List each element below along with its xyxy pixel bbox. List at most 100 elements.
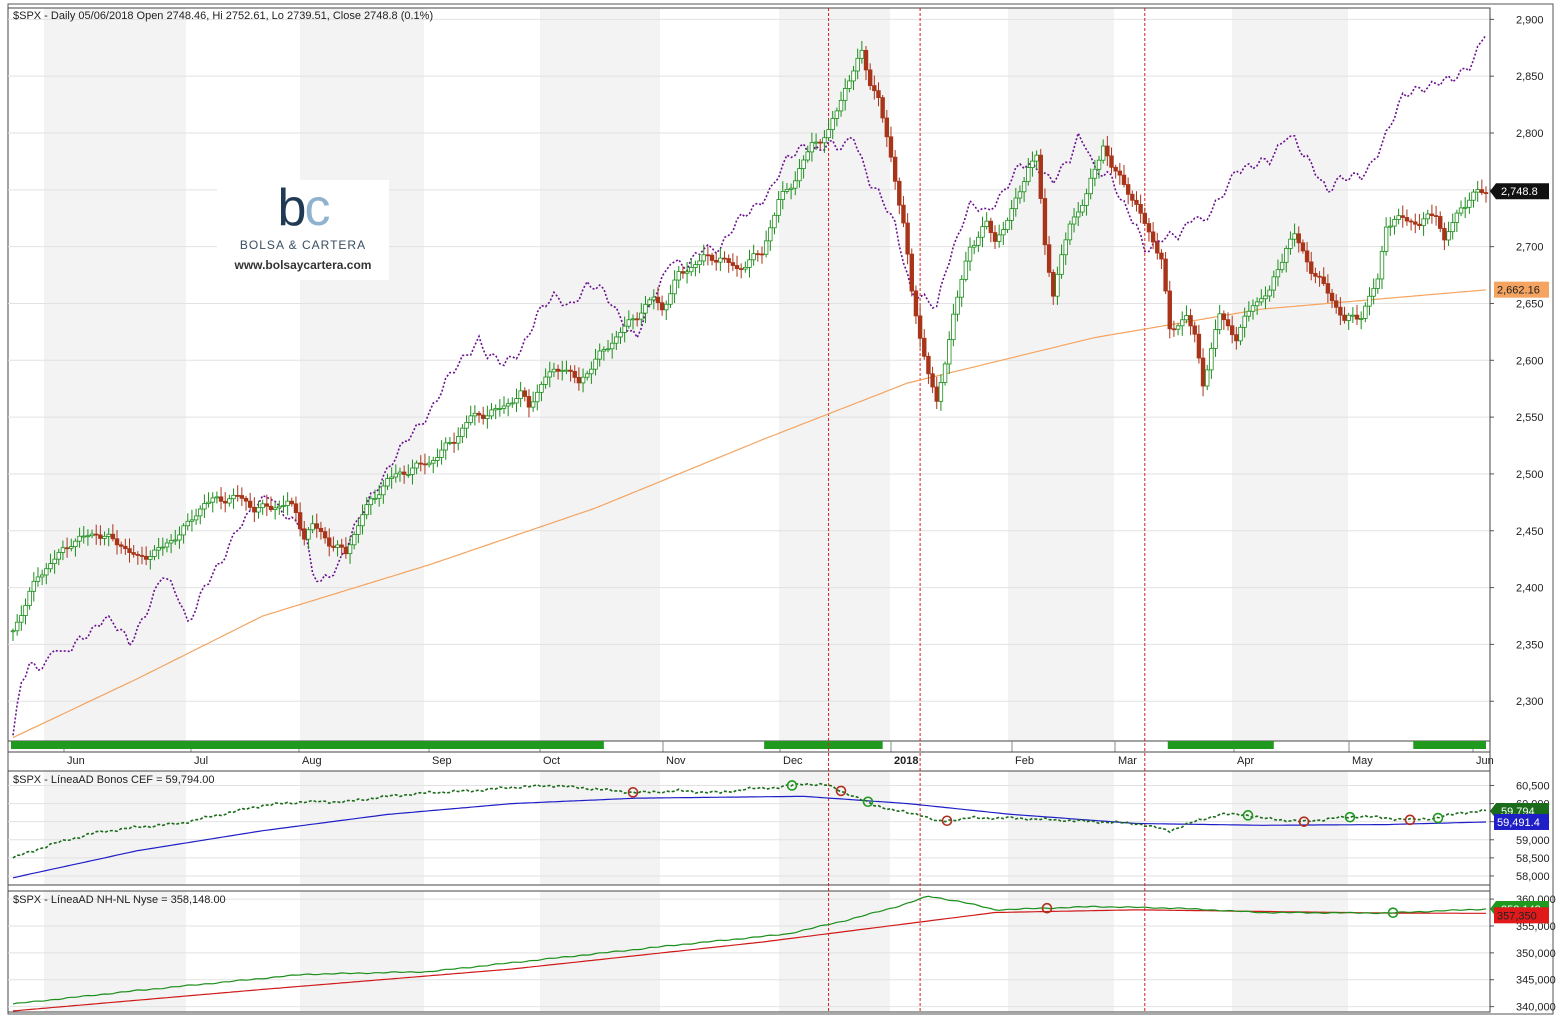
candle-body [264, 503, 270, 507]
crossover-marker [1242, 810, 1254, 821]
candle-body [1192, 325, 1197, 335]
candle-body [643, 303, 648, 314]
candle-body [1221, 313, 1227, 321]
candle-body [1300, 242, 1306, 252]
month-shade [779, 891, 890, 1012]
candle-body [551, 368, 557, 373]
candle-body [988, 220, 994, 233]
candle-body [930, 373, 935, 388]
candle-body [689, 266, 694, 273]
candle-body [651, 296, 656, 301]
candle-body [277, 505, 282, 509]
candle-body [822, 137, 827, 144]
month-shade [44, 8, 186, 741]
candle-body [443, 442, 448, 451]
month-shade [1008, 891, 1114, 1012]
price-axis-tick-label: 2,600 [1516, 355, 1544, 367]
candle-body [539, 383, 544, 393]
candle-body [880, 97, 885, 119]
candle-body [1450, 222, 1455, 233]
candle-body [1338, 306, 1343, 316]
candle-body [439, 449, 444, 458]
nhnl-panel-title: $SPX - LíneaAD NH-NL Nyse = 358,148.00 [13, 894, 226, 906]
candle-body [1213, 329, 1218, 349]
candle-body [202, 503, 207, 510]
candle-body [614, 336, 619, 344]
month-shade [1232, 891, 1348, 1012]
nhnl-ma-tag [1494, 907, 1549, 924]
candle-body [1051, 271, 1056, 297]
candle-body [609, 342, 615, 350]
price-axis-tick-label: 2,850 [1516, 71, 1544, 83]
candle-body [1109, 155, 1114, 168]
candle-body [451, 442, 457, 444]
candle-body [1425, 213, 1430, 220]
candle-body [884, 117, 890, 138]
candle-body [664, 303, 669, 311]
candle-body [318, 527, 324, 533]
candle-body [1421, 218, 1426, 227]
candle-body [1001, 229, 1006, 236]
candle-body [780, 191, 785, 200]
candle-body [1475, 189, 1480, 193]
candle-body [1346, 314, 1351, 321]
candle-body [497, 407, 503, 410]
candle-body [1142, 212, 1147, 224]
candle-body [922, 337, 927, 357]
candle-body [464, 421, 469, 429]
ma-price-label: 2,662.16 [1497, 285, 1540, 297]
month-label: Feb [1015, 755, 1034, 767]
candle-body [56, 551, 61, 560]
candle-body [1413, 221, 1418, 225]
month-shade [1232, 8, 1348, 741]
candle-body [185, 520, 190, 527]
candle-body [709, 254, 715, 261]
month-shade [779, 8, 890, 741]
candle-body [218, 496, 224, 502]
candle-body [314, 523, 319, 529]
nhnl-axis-tick-label: 345,000 [1516, 975, 1556, 987]
candle-body [1367, 295, 1372, 307]
candle-body [1454, 212, 1460, 223]
signal-band [1413, 741, 1486, 749]
candle-body [1271, 276, 1276, 291]
logo-url: www.bolsaycartera.com [234, 258, 372, 272]
crossover-marker [1404, 814, 1416, 826]
candle-body [1317, 275, 1322, 278]
candle-body [726, 258, 731, 263]
candle-body [1417, 223, 1422, 227]
month-label: Apr [1237, 755, 1254, 767]
candle-body [522, 390, 528, 397]
candle-body [1076, 211, 1081, 218]
candle-body [1117, 170, 1123, 176]
candle-body [431, 460, 436, 464]
candle-body [139, 555, 145, 557]
candle-body [143, 555, 149, 560]
candle-body [963, 260, 969, 280]
candle-body [1113, 166, 1118, 172]
candle-body [555, 368, 561, 372]
candle-body [376, 494, 382, 499]
candle-body [331, 545, 336, 548]
candle-body [77, 535, 82, 542]
candle-body [514, 398, 519, 404]
candle-body [243, 497, 249, 502]
candle-body [397, 471, 403, 475]
candle-body [422, 463, 428, 466]
candle-body [272, 507, 278, 511]
candle-body [1438, 216, 1443, 229]
price-axis-tick-label: 2,650 [1516, 298, 1544, 310]
candle-body [27, 590, 32, 606]
candle-body [1483, 192, 1489, 194]
candle-body [1092, 168, 1098, 179]
month-shade [44, 891, 186, 1012]
candle-body [788, 187, 794, 190]
candle-body [647, 299, 652, 305]
candle-body [1188, 315, 1193, 327]
candle-body [530, 401, 536, 408]
candle-body [980, 226, 985, 238]
candle-body [1171, 328, 1177, 331]
candle-body [472, 412, 478, 417]
month-label: Sep [432, 755, 452, 767]
